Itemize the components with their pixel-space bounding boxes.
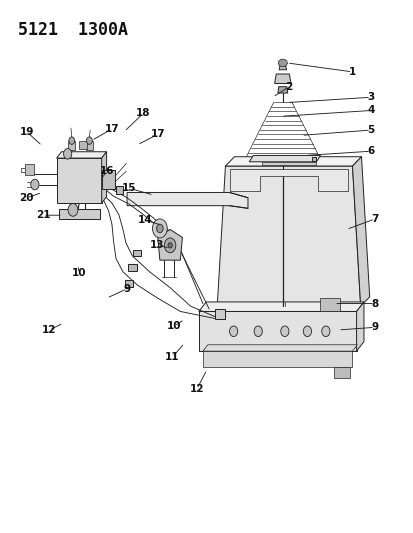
Polygon shape: [274, 74, 290, 84]
Bar: [311, 157, 315, 161]
Text: 6: 6: [366, 146, 374, 156]
Bar: [102, 170, 114, 189]
Text: 11: 11: [164, 352, 179, 362]
Text: 17: 17: [104, 124, 119, 134]
Polygon shape: [229, 168, 348, 191]
Circle shape: [164, 238, 176, 253]
Text: 20: 20: [19, 193, 34, 203]
Bar: [116, 186, 123, 193]
Bar: [215, 309, 225, 319]
Text: 8: 8: [370, 298, 378, 309]
Text: 13: 13: [150, 240, 164, 251]
Polygon shape: [225, 157, 361, 166]
Circle shape: [229, 326, 237, 336]
Text: 12: 12: [42, 325, 56, 335]
Polygon shape: [198, 302, 363, 311]
Text: 7: 7: [370, 214, 378, 224]
Circle shape: [254, 326, 262, 336]
Polygon shape: [319, 298, 339, 311]
Circle shape: [86, 137, 92, 144]
Polygon shape: [198, 311, 356, 351]
Circle shape: [64, 149, 71, 159]
Polygon shape: [157, 230, 182, 260]
Polygon shape: [202, 351, 351, 367]
Text: 9: 9: [123, 284, 131, 294]
Circle shape: [303, 326, 311, 336]
Polygon shape: [278, 63, 286, 70]
Text: 19: 19: [19, 127, 34, 136]
Text: 10: 10: [72, 269, 86, 278]
Text: 2: 2: [285, 82, 292, 92]
Circle shape: [152, 219, 167, 238]
Polygon shape: [356, 302, 363, 351]
Bar: [59, 209, 100, 219]
Circle shape: [280, 326, 288, 336]
Text: 4: 4: [366, 106, 374, 116]
Circle shape: [69, 137, 74, 144]
Text: 15: 15: [121, 183, 136, 193]
Bar: [57, 158, 102, 203]
Text: 10: 10: [166, 321, 181, 331]
Circle shape: [168, 243, 172, 248]
Text: 9: 9: [370, 322, 377, 332]
Polygon shape: [57, 152, 106, 158]
Text: 16: 16: [99, 166, 114, 176]
Polygon shape: [277, 87, 287, 93]
Text: 18: 18: [136, 108, 150, 118]
Polygon shape: [102, 152, 106, 203]
Circle shape: [31, 179, 39, 190]
Polygon shape: [202, 345, 356, 351]
Bar: [125, 280, 133, 287]
Polygon shape: [86, 141, 93, 150]
Polygon shape: [333, 367, 349, 377]
Polygon shape: [68, 141, 75, 150]
Circle shape: [321, 326, 329, 336]
Text: 14: 14: [137, 215, 152, 225]
Polygon shape: [217, 166, 360, 306]
Text: 12: 12: [189, 384, 204, 394]
Circle shape: [156, 224, 163, 233]
Text: 1: 1: [348, 67, 355, 77]
Text: 3: 3: [366, 92, 374, 102]
Polygon shape: [262, 162, 315, 165]
Circle shape: [68, 204, 78, 216]
Text: 5: 5: [366, 125, 374, 135]
Polygon shape: [249, 156, 320, 162]
Bar: [128, 264, 136, 271]
Polygon shape: [79, 141, 87, 149]
Text: 17: 17: [150, 130, 165, 139]
Bar: [133, 250, 141, 256]
Polygon shape: [351, 157, 369, 306]
Ellipse shape: [278, 59, 287, 67]
Polygon shape: [24, 165, 34, 175]
Polygon shape: [127, 192, 247, 208]
Text: 21: 21: [36, 210, 50, 220]
Text: 5121  1300A: 5121 1300A: [19, 21, 128, 38]
